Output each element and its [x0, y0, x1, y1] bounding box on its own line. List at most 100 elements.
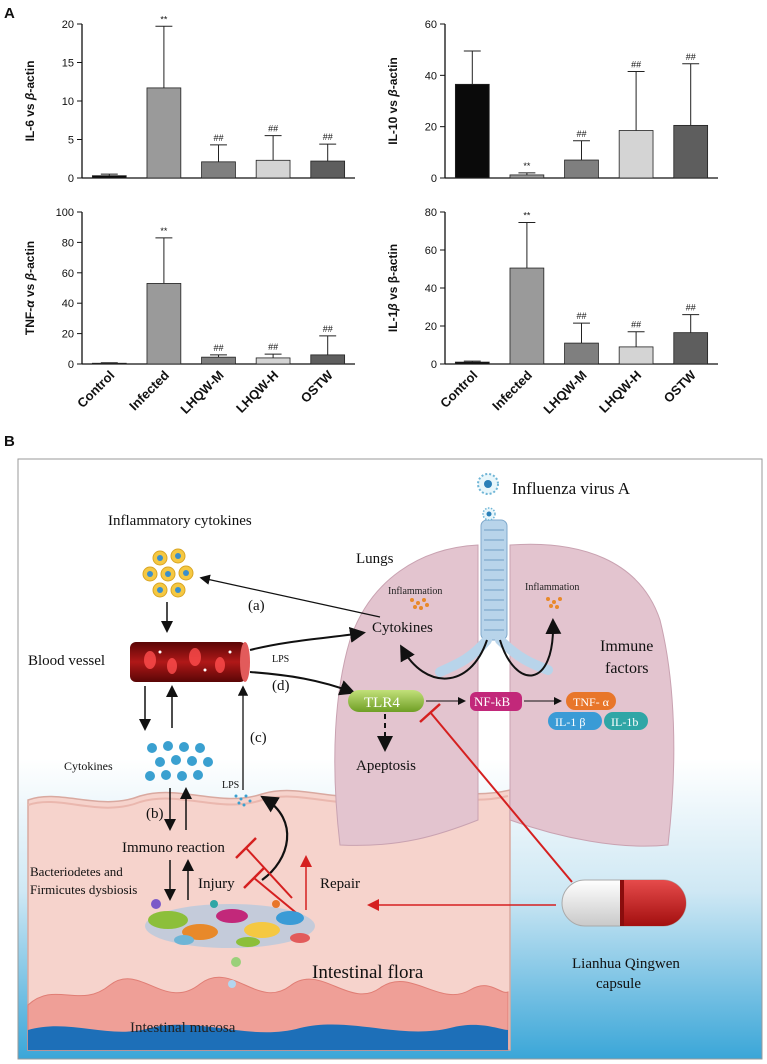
tnf-box: [566, 692, 616, 710]
y-tick-label: 20: [62, 19, 74, 31]
significance-label: ##: [323, 132, 333, 142]
y-tick-label: 40: [62, 298, 74, 310]
label-tnf: TNF- α: [573, 695, 610, 709]
label-repair: Repair: [320, 876, 360, 892]
label-virus: Influenza virus A: [512, 479, 631, 498]
inhibit-tlr4-bar: [419, 703, 441, 723]
bar-ostw: [673, 124, 709, 179]
label-immune-2: factors: [605, 660, 649, 677]
bar-lhqw-h: [618, 130, 654, 179]
tlr4-box: [348, 690, 424, 712]
y-tick-label: 80: [425, 207, 437, 219]
y-axis-label: TNF-α vs β-actin: [23, 241, 37, 335]
x-tick-label: LHQW-M: [177, 368, 226, 417]
label-step-b: (b): [146, 806, 164, 822]
inhibit-injury-bar: [235, 837, 257, 859]
chart-0: 0 5 10 15 20 IL-6 vs β-actin ** ## ## ##: [23, 14, 355, 185]
label-blood-vessel: Blood vessel: [28, 653, 105, 669]
label-immune-1: Immune: [600, 638, 653, 655]
label-intestinal-flora: Intestinal flora: [312, 962, 424, 983]
significance-label: ##: [213, 133, 223, 143]
bar-lhqw-m: [564, 342, 599, 365]
label-intestinal-mucosa: Intestinal mucosa: [130, 1020, 236, 1036]
arrow-trachea-left: [400, 639, 488, 680]
label-cytokines-lung: Cytokines: [372, 620, 433, 636]
x-tick-label: Control: [437, 368, 480, 411]
inhibit-injury-bar-2: [243, 867, 265, 889]
label-immuno-reaction: Immuno reaction: [122, 840, 225, 856]
y-tick-label: 40: [425, 70, 437, 82]
x-tick-label: LHQW-H: [233, 368, 281, 416]
significance-label: ##: [576, 311, 586, 321]
cytokine-cluster-icon: [142, 548, 194, 598]
significance-label: ##: [268, 342, 278, 352]
inhibit-tlr4-line: [429, 711, 573, 883]
x-tick-label: Control: [74, 368, 117, 411]
inflammation-dots-left: [410, 598, 429, 610]
y-tick-label: 15: [62, 58, 74, 70]
y-tick-label: 0: [431, 173, 437, 185]
significance-label: ##: [631, 59, 641, 69]
label-inflammation-left: Inflammation: [388, 586, 442, 597]
label-step-d: (d): [272, 678, 290, 694]
arrow-d-to-tlr4: [249, 671, 356, 696]
label-capsule-2: capsule: [596, 976, 641, 992]
bar-control: [91, 175, 127, 179]
significance-label: ##: [576, 129, 586, 139]
y-tick-label: 60: [62, 268, 74, 280]
y-tick-label: 20: [425, 321, 437, 333]
y-tick-label: 0: [431, 359, 437, 371]
bar-lhqw-m: [564, 159, 599, 179]
chart-1: 0 20 40 60 IL-10 vs β-actin ** ## ## ##: [386, 19, 718, 185]
label-tlr4: TLR4: [364, 695, 400, 711]
bar-lhqw-m: [201, 356, 236, 365]
arrow-vessel-to-cytokines: [249, 626, 366, 651]
label-dysbiosis-2: Firmicutes dysbiosis: [30, 882, 137, 897]
bar-ostw: [310, 160, 346, 179]
arrow-trachea-right: [499, 618, 562, 677]
label-il1b2: IL-1b: [611, 715, 638, 729]
label-inflammation-right: Inflammation: [525, 582, 579, 593]
x-tick-label: OSTW: [661, 367, 700, 406]
label-step-c: (c): [250, 730, 267, 746]
x-tick-label: Infected: [126, 367, 172, 413]
x-tick-label: LHQW-H: [596, 368, 644, 416]
significance-label: **: [160, 14, 168, 24]
capsule-icon: [561, 879, 687, 927]
significance-label: ##: [213, 343, 223, 353]
label-step-a: (a): [248, 598, 265, 614]
y-tick-label: 5: [68, 135, 74, 147]
label-cytokines-gut: Cytokines: [64, 759, 113, 773]
inhibit-injury-line: [245, 847, 293, 899]
y-tick-label: 40: [425, 283, 437, 295]
panel-a-charts: 0 5 10 15 20 IL-6 vs β-actin ** ## ## ## 0 20 40 60 IL…: [23, 14, 718, 417]
x-tick-label: LHQW-M: [540, 368, 589, 417]
label-inflammatory-cytokines: Inflammatory cytokines: [108, 513, 252, 529]
bar-control: [91, 362, 127, 365]
y-axis-label: IL-1β vs β-actin: [386, 244, 400, 332]
significance-label: **: [523, 161, 531, 171]
arrow-a: [199, 574, 381, 618]
lps-dots-icon: [234, 794, 252, 807]
chart-2: 0 20 40 60 80 100 TNF-α vs β-actin Control ** Inf…: [23, 207, 355, 417]
bar-lhqw-h: [618, 346, 654, 365]
bar-ostw: [310, 354, 346, 365]
bar-control: [454, 361, 490, 365]
bar-infected: [146, 87, 182, 179]
bar-lhqw-m: [201, 161, 236, 179]
x-tick-label: OSTW: [298, 367, 337, 406]
il1b2-box: [604, 712, 648, 730]
significance-label: ##: [686, 52, 696, 62]
bar-infected: [509, 267, 545, 365]
bar-control: [454, 83, 490, 179]
y-axis-label: IL-6 vs β-actin: [23, 61, 37, 142]
significance-label: **: [523, 210, 531, 220]
inhibit-injury-line-2: [253, 877, 301, 917]
schematic: Intestinal mucosa Influenza virus A Lung…: [17, 458, 763, 1060]
mucosa-base: [28, 1024, 508, 1050]
bar-ostw: [673, 332, 709, 365]
y-tick-label: 10: [62, 96, 74, 108]
label-capsule-1: Lianhua Qingwen: [572, 956, 680, 972]
bar-infected: [509, 174, 545, 179]
